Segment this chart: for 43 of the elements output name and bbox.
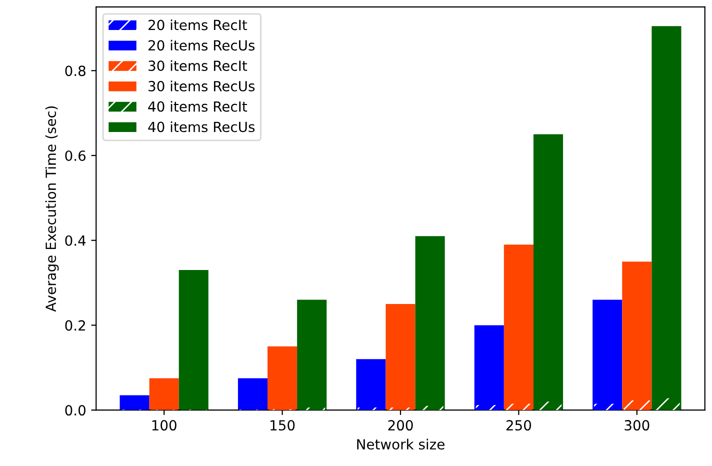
bar: [653, 398, 680, 410]
y-tick-label: 0.8: [65, 66, 86, 76]
bar: [149, 378, 179, 410]
bar: [624, 400, 650, 410]
bar: [386, 304, 416, 410]
x-tick-label: 300: [624, 420, 650, 431]
y-tick-label: 0.2: [65, 320, 86, 331]
bar: [476, 404, 502, 410]
bar: [120, 395, 150, 410]
x-tick-label: 150: [270, 420, 295, 431]
y-tick-label: 0.0: [65, 405, 86, 416]
bar: [268, 346, 298, 410]
y-axis-title: Average Execution Time (sec): [45, 106, 59, 312]
bar: [592, 300, 622, 410]
bar: [298, 408, 326, 410]
bar: [358, 408, 384, 410]
bar: [416, 406, 444, 410]
bar: [533, 134, 564, 410]
bar: [504, 244, 534, 410]
legend-label: 30 items RecIt: [148, 60, 248, 72]
y-tick-label: 0.4: [65, 235, 86, 246]
bar: [622, 262, 652, 410]
legend-label: 30 items RecUs: [148, 80, 255, 92]
x-tick-label: 100: [152, 420, 176, 431]
legend-label: 40 items RecUs: [148, 121, 255, 132]
x-tick-label: 250: [506, 420, 532, 431]
bar: [387, 408, 414, 410]
bar: [534, 402, 562, 410]
bar: [594, 404, 621, 410]
bar: [297, 300, 327, 410]
bar: [652, 26, 682, 410]
bar: [505, 404, 532, 410]
bar: [415, 236, 445, 410]
x-axis-title: Network size: [357, 438, 444, 450]
bar: [474, 325, 504, 410]
bar: [356, 359, 386, 410]
legend-label: 20 items RecUs: [148, 40, 255, 51]
legend-label: 40 items RecIt: [148, 101, 248, 112]
y-tick-label: 0.6: [65, 150, 86, 161]
legend-label: 20 items RecIt: [148, 19, 248, 30]
x-tick-label: 200: [388, 420, 413, 431]
bar: [178, 270, 208, 410]
bar: [238, 378, 268, 410]
